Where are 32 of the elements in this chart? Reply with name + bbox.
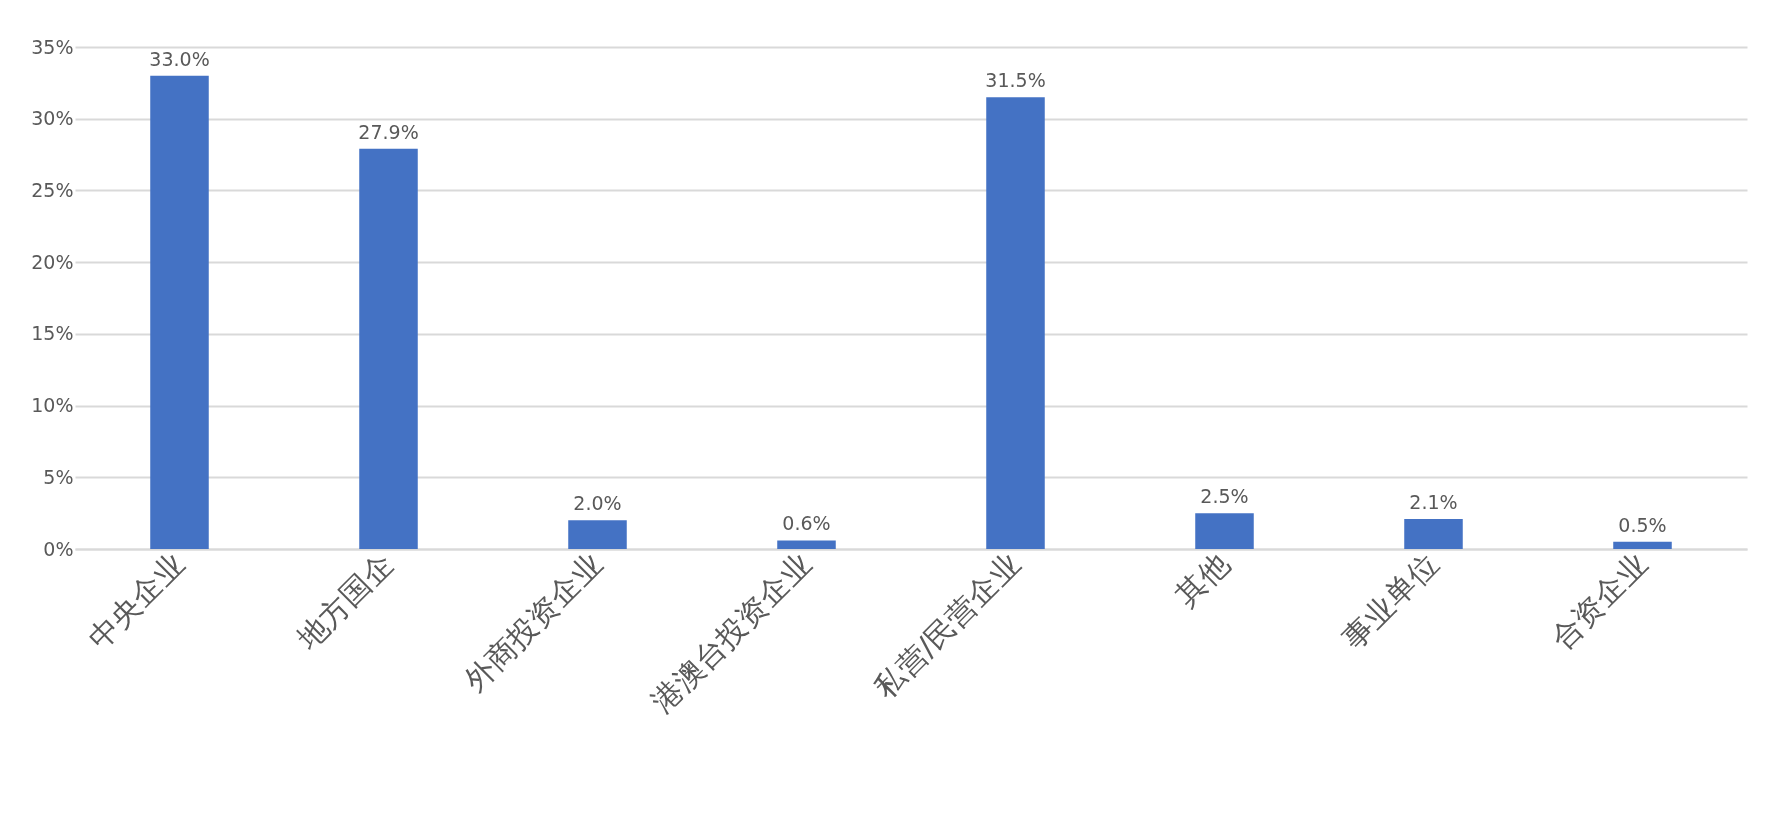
y-tick-label: 25% xyxy=(31,178,74,201)
data-label: 33.0% xyxy=(149,47,210,70)
y-tick-label: 5% xyxy=(43,465,74,488)
y-tick-label: 30% xyxy=(31,107,74,130)
x-tick-label: 外商投资企业 xyxy=(456,546,609,699)
bar xyxy=(1195,513,1254,549)
data-label: 0.5% xyxy=(1618,513,1667,536)
x-tick-label: 私营/民营企业 xyxy=(867,546,1027,706)
bar xyxy=(150,75,209,549)
x-tick-label: 合资企业 xyxy=(1544,546,1654,656)
bar xyxy=(1613,541,1672,549)
bar xyxy=(986,97,1045,549)
data-label: 2.5% xyxy=(1200,485,1249,508)
y-tick-label: 15% xyxy=(31,322,74,345)
data-label: 2.0% xyxy=(573,492,622,515)
bar xyxy=(568,520,627,549)
bar xyxy=(777,540,836,549)
data-label: 27.9% xyxy=(358,120,419,143)
x-tick-label: 港澳台投资企业 xyxy=(644,546,818,720)
x-tick-label: 中央企业 xyxy=(81,546,191,656)
x-tick-label: 其他 xyxy=(1168,546,1236,614)
x-tick-label: 地方国企 xyxy=(289,546,400,657)
data-label: 0.6% xyxy=(782,512,831,535)
y-tick-label: 20% xyxy=(31,250,74,273)
bar xyxy=(1404,518,1463,549)
y-tick-label: 35% xyxy=(31,35,74,58)
y-tick-label: 0% xyxy=(43,537,74,560)
bar xyxy=(359,148,418,549)
x-tick-label: 事业单位 xyxy=(1335,546,1445,656)
data-label: 2.1% xyxy=(1409,490,1458,513)
data-label: 31.5% xyxy=(985,69,1046,92)
y-tick-label: 10% xyxy=(31,394,74,417)
